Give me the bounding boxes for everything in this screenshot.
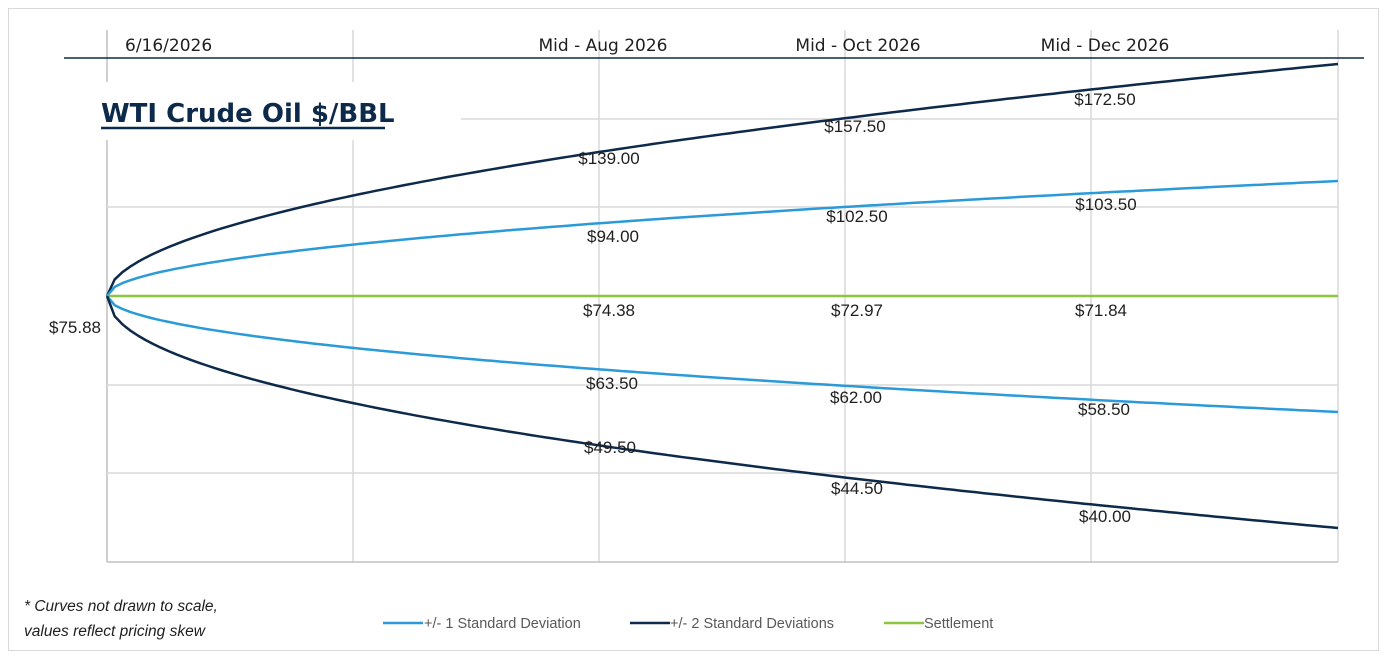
chart-legend: +/- 1 Standard Deviation +/- 2 Standard D… — [383, 616, 993, 632]
data-label: $44.50 — [831, 479, 883, 498]
data-label: $157.50 — [824, 117, 885, 136]
data-label: $72.97 — [831, 301, 883, 320]
data-label: $102.50 — [826, 207, 887, 226]
series-line — [106, 179, 1339, 297]
chart-frame — [8, 8, 1379, 651]
series-line — [106, 295, 1339, 414]
data-label: $40.00 — [1079, 507, 1131, 526]
data-label: $63.50 — [586, 374, 638, 393]
data-label: $94.00 — [587, 227, 639, 246]
x-header-label: Mid - Oct 2026 — [795, 36, 920, 56]
legend-label: Settlement — [924, 616, 993, 632]
data-label: $71.84 — [1075, 301, 1127, 320]
data-label: $62.00 — [830, 388, 882, 407]
data-label: $58.50 — [1078, 400, 1130, 419]
start-value-label: $75.88 — [49, 318, 101, 337]
series-line — [105, 295, 1339, 530]
footnote-line-1: * Curves not drawn to scale, — [24, 598, 218, 615]
value-labels: $139.00 $157.50 $172.50 $94.00 $102.50 $103.5… — [578, 90, 1136, 526]
chart-title: WTI Crude Oil $/BBL — [101, 99, 395, 129]
x-axis-header: 6/16/2026 Mid - Aug 2026 Mid - Oct 2026 Mid… — [125, 36, 1169, 56]
data-label: $49.50 — [584, 438, 636, 457]
x-header-label: Mid - Dec 2026 — [1041, 36, 1170, 56]
x-header-label: Mid - Aug 2026 — [539, 36, 668, 56]
data-label: $103.50 — [1075, 195, 1136, 214]
data-label: $172.50 — [1074, 90, 1135, 109]
x-header-label: 6/16/2026 — [125, 36, 212, 56]
series-line — [105, 62, 1339, 297]
title-backdrop — [92, 82, 402, 140]
footnote-line-2: values reflect pricing skew — [24, 623, 207, 640]
chart-curves — [105, 62, 1339, 530]
data-label: $74.38 — [583, 301, 635, 320]
data-label: $139.00 — [578, 149, 639, 168]
chart-grid — [64, 30, 1364, 563]
legend-label: +/- 2 Standard Deviations — [670, 616, 834, 632]
legend-label: +/- 1 Standard Deviation — [424, 616, 581, 632]
